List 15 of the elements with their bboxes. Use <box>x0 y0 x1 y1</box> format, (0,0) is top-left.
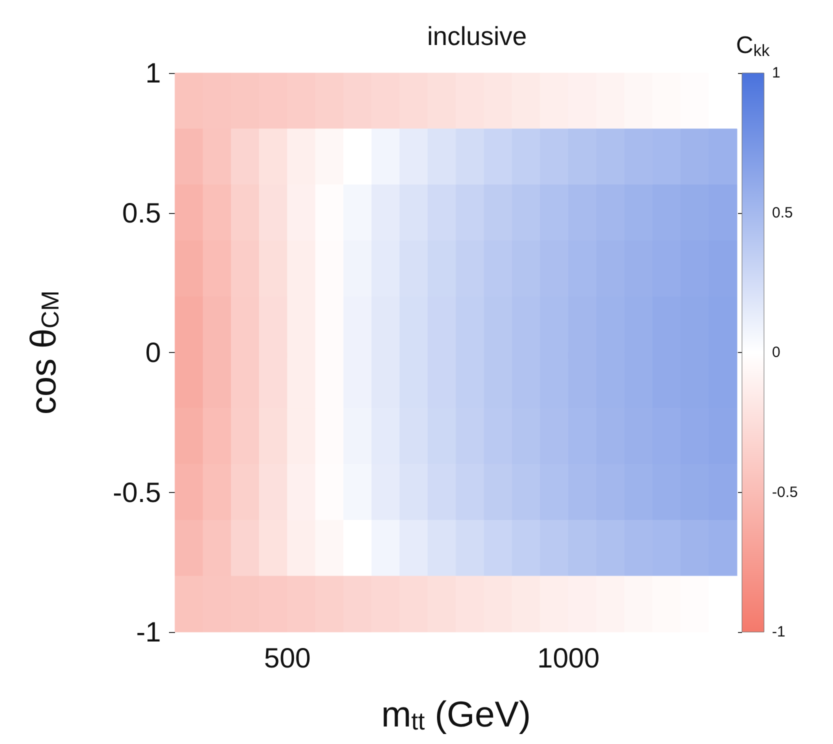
x-axis-title: mtt (GeV) <box>381 694 531 736</box>
y-tick-label: -0.5 <box>112 476 161 508</box>
y-tick-label: 1 <box>145 58 161 88</box>
x-tick-label: 1000 <box>537 642 600 674</box>
y-tick-label: 0.5 <box>122 197 161 228</box>
color-bar-label: 0 <box>772 344 780 361</box>
color-bar-label: 1 <box>772 64 780 82</box>
y-axis-title: cos θCM <box>22 290 64 415</box>
color-bar-label: 0.5 <box>772 204 793 222</box>
chart-title: inclusive <box>427 21 527 51</box>
y-tick-label: -1 <box>136 616 161 648</box>
color-bar-label: -0.5 <box>772 484 798 501</box>
color-bar-label: -1 <box>772 624 786 640</box>
y-tick-label: 0 <box>145 337 161 368</box>
x-tick-label: 500 <box>264 642 311 674</box>
